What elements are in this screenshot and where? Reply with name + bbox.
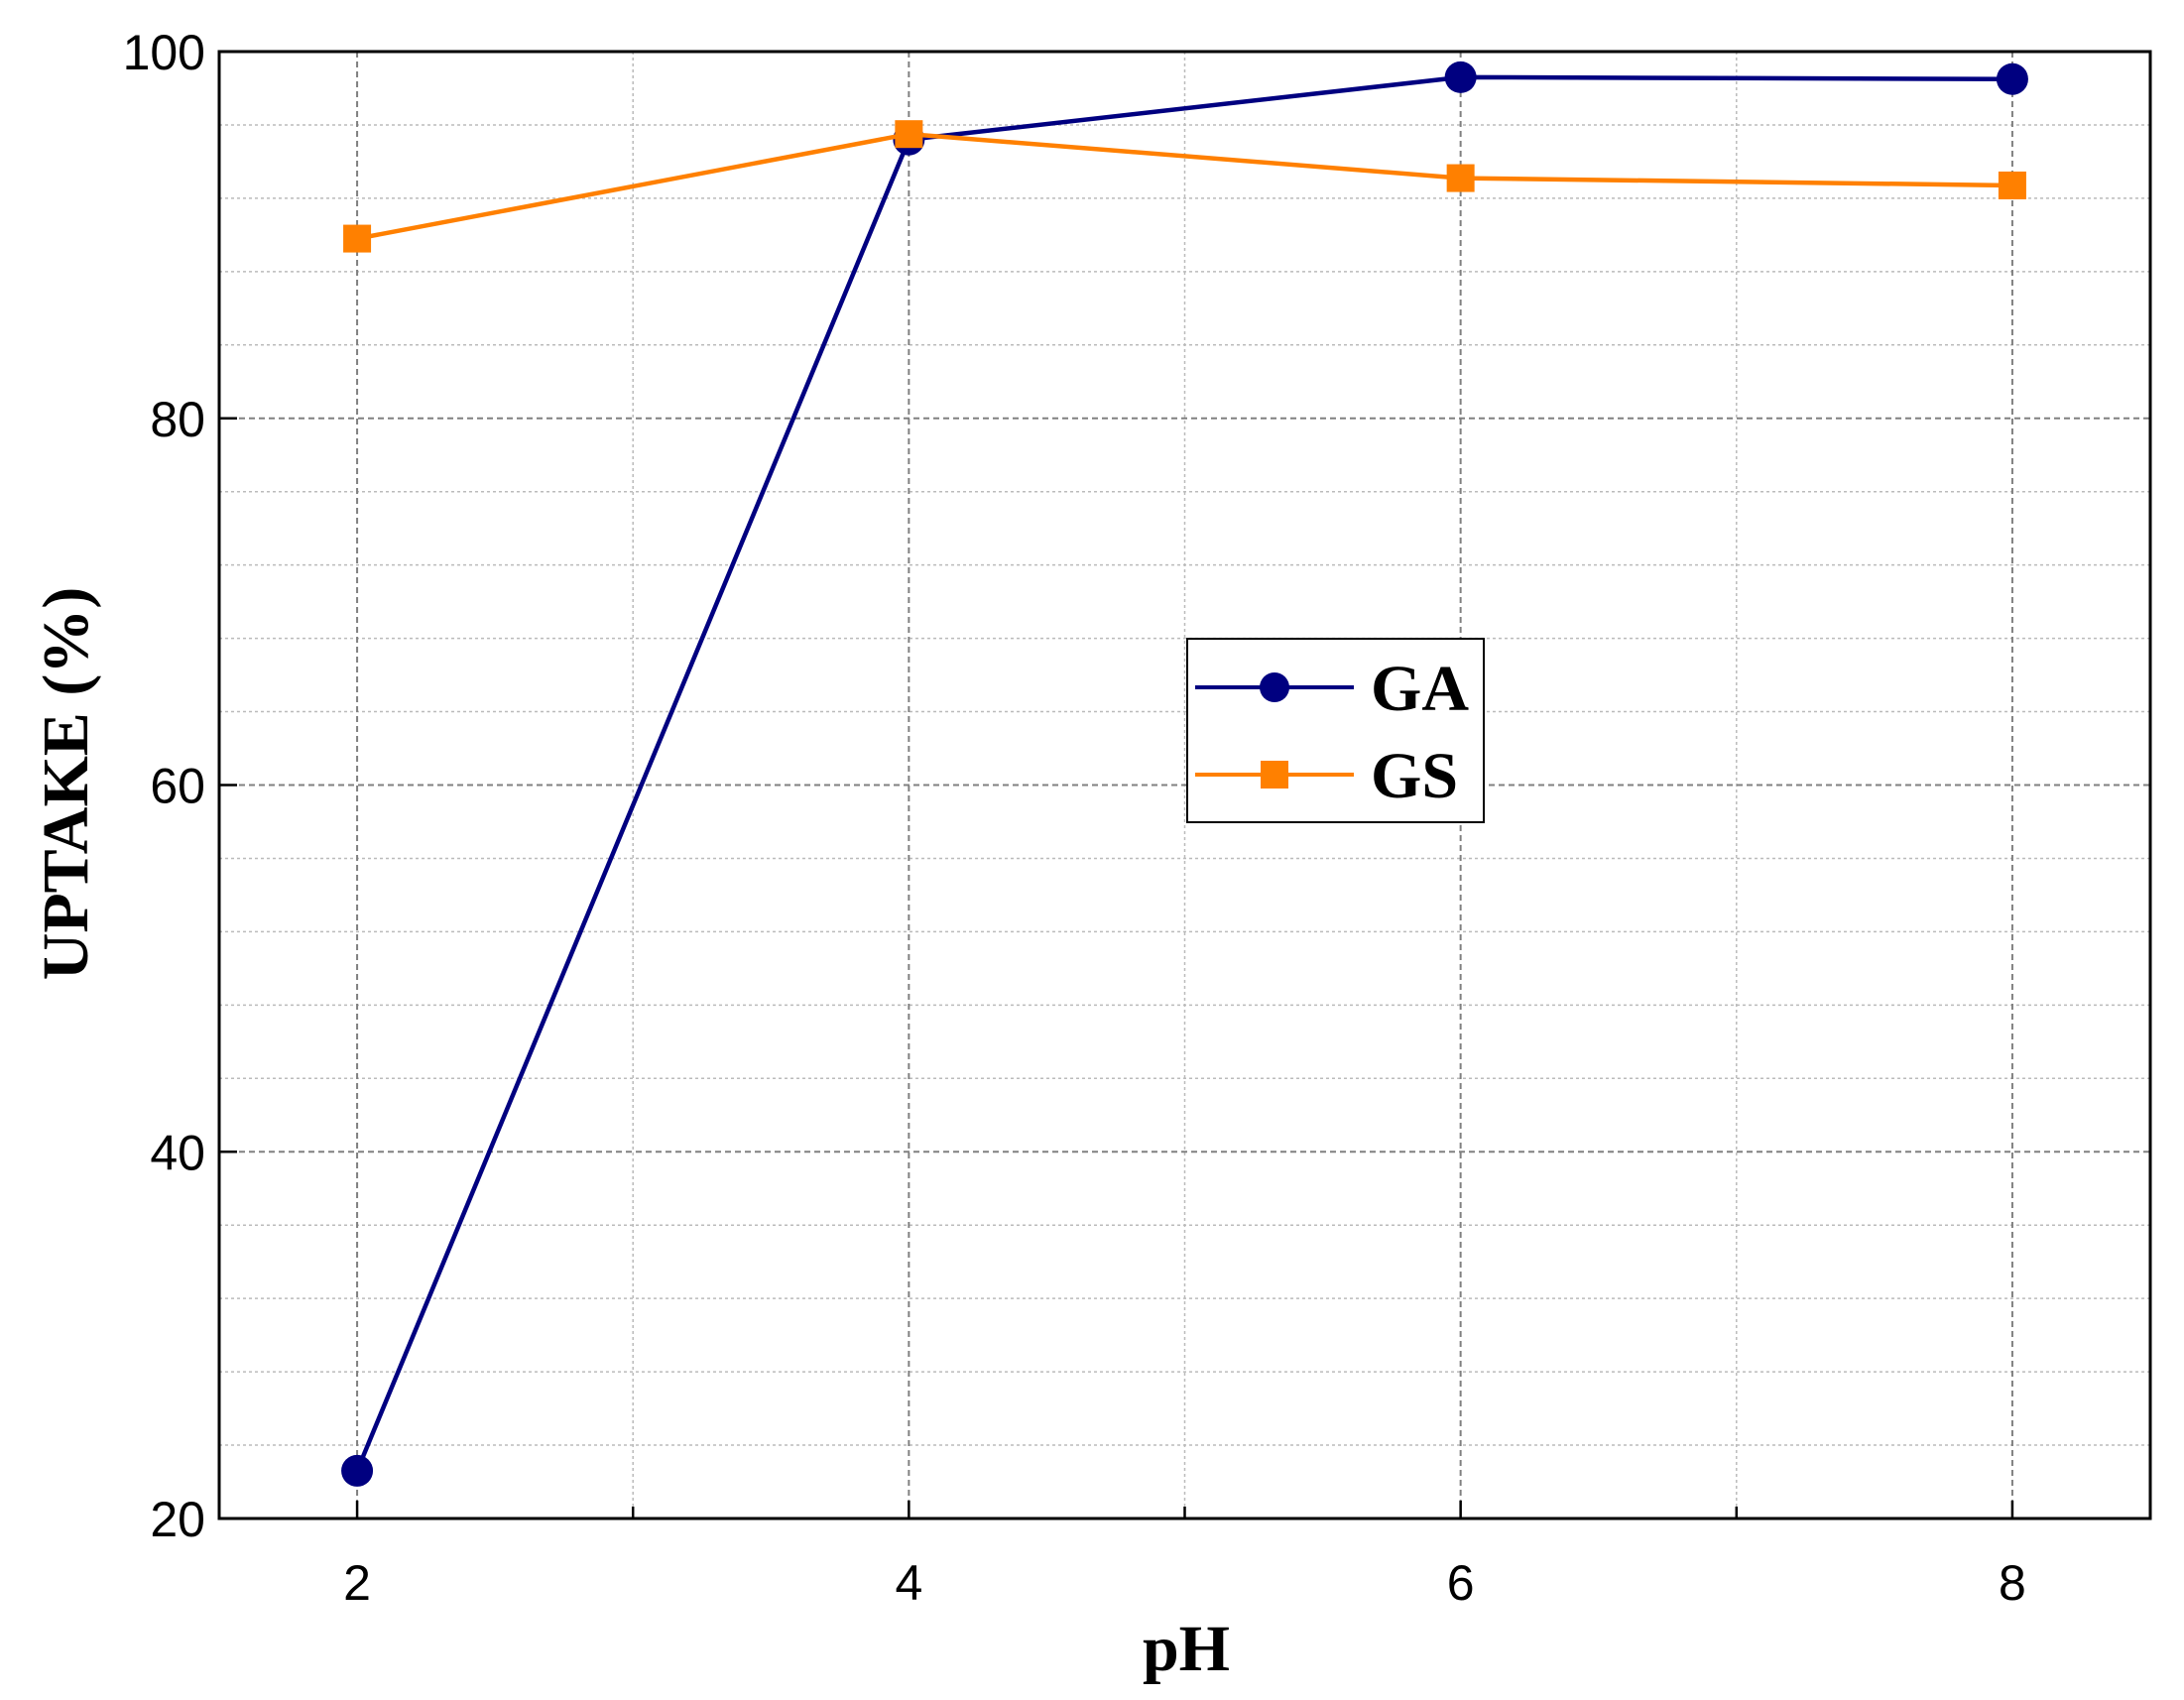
y-tick-label: 60 — [150, 759, 205, 814]
axis-tick-labels: 20 40 60 80 100 2 4 6 8 — [123, 25, 2026, 1611]
legend-label-gs: GS — [1371, 740, 1458, 812]
data-point-gs — [1998, 171, 2026, 199]
major-gridlines — [219, 52, 2150, 1518]
data-point-gs — [343, 224, 372, 253]
x-tick-label: 6 — [1447, 1555, 1475, 1611]
minor-gridlines — [219, 52, 2150, 1518]
series-line-gs — [356, 131, 2012, 241]
x-tick-label: 2 — [343, 1555, 371, 1611]
data-point-ga — [341, 1454, 374, 1487]
y-tick-label: 80 — [150, 392, 205, 447]
data-point-gs — [1446, 164, 1475, 192]
legend: GA GS — [1186, 638, 1485, 823]
legend-marker-gs — [1261, 761, 1288, 789]
data-point-gs — [895, 120, 923, 149]
data-point-ga — [1996, 62, 2028, 95]
data-point-ga — [1444, 61, 1477, 93]
legend-box — [1186, 638, 1485, 823]
y-tick-label: 20 — [150, 1492, 205, 1547]
y-axis-title: UPTAKE (%) — [30, 587, 102, 981]
legend-label-ga: GA — [1371, 653, 1469, 725]
series-line-ga — [354, 74, 2012, 1472]
y-tick-label: 100 — [123, 25, 205, 80]
axis-ticks — [219, 50, 2014, 1520]
legend-marker-ga — [1260, 672, 1289, 702]
y-tick-label: 40 — [150, 1125, 205, 1180]
x-axis-title: pH — [1143, 1613, 1230, 1685]
series-layer — [341, 61, 2028, 1487]
x-tick-label: 8 — [1999, 1555, 2026, 1611]
x-tick-label: 4 — [895, 1555, 922, 1611]
